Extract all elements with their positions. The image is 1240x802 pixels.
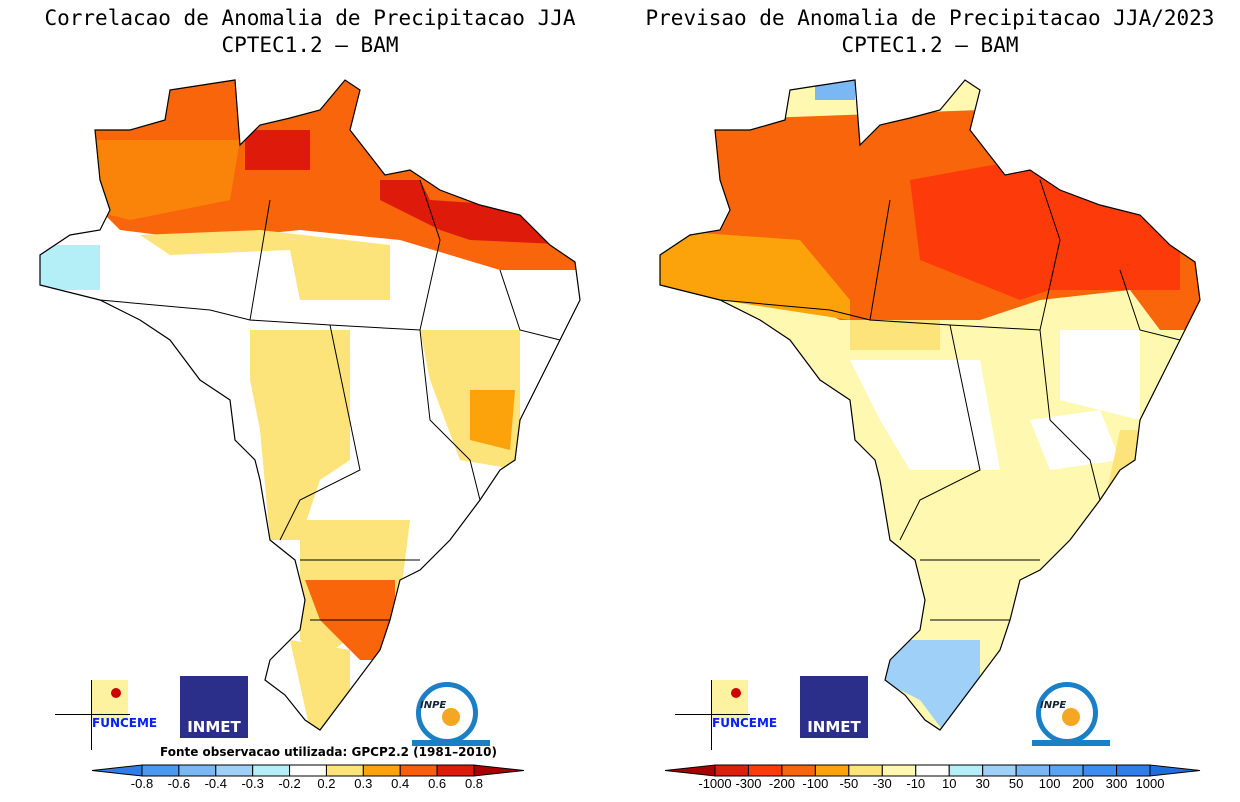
inpe-logo: INPE	[412, 678, 492, 746]
region-yellow	[850, 320, 940, 350]
colorbar-tick-label: 0.8	[464, 776, 484, 791]
colorbar-tick-label: 0.2	[317, 776, 336, 791]
colorbar-tick-label: 50	[1008, 776, 1024, 791]
inpe-logo: INPE	[1032, 678, 1112, 746]
inpe-label: INPE	[420, 700, 447, 711]
colorbar-tick-label: -0.2	[278, 776, 301, 791]
inmet-logo: INMET	[180, 676, 248, 738]
region-dark-red	[380, 180, 580, 245]
colorbar-tick-label: 100	[1038, 776, 1061, 791]
source-note: Fonte observacao utilizada: GPCP2.2 (198…	[160, 745, 497, 759]
colorbar-tick-label: -200	[768, 776, 795, 791]
forecast-panel: Previsao de Anomalia de Precipitacao JJA…	[620, 0, 1240, 802]
funceme-logo	[55, 680, 135, 750]
colorbar-tick-label: -100	[802, 776, 829, 791]
region-orange	[470, 390, 515, 450]
brazil-outline	[659, 79, 1201, 731]
brazil-outline	[39, 79, 581, 731]
colorbar-tick-label: 0.3	[354, 776, 373, 791]
colorbar-tick-label: -30	[872, 776, 892, 791]
colorbar-tick-label: 200	[1072, 776, 1094, 791]
colorbar-tick-label: -0.8	[130, 776, 154, 791]
colorbar-tick-label: -0.4	[204, 776, 227, 791]
colorbar-tick-label: -50	[839, 776, 859, 791]
colorbar-tick-label: 30	[975, 776, 990, 791]
funceme-label: FUNCEME	[712, 716, 778, 730]
region-yellow	[250, 330, 350, 540]
region-red	[910, 160, 1180, 300]
colorbar-tick-label: 10	[941, 776, 957, 791]
panel-subtitle: CPTEC1.2 – BAM	[221, 33, 399, 57]
region-white	[1060, 330, 1140, 420]
region-yellow	[140, 230, 390, 300]
inmet-logo: INMET	[800, 676, 868, 738]
region-white	[1030, 410, 1120, 470]
colorbar-tick-label: 300	[1105, 776, 1128, 791]
colorbar-tick-label: 0.4	[391, 776, 410, 791]
region-orange	[90, 140, 240, 220]
state-borders	[719, 179, 1181, 621]
correlation-panel: Correlacao de Anomalia de Precipitacao J…	[39, 6, 581, 791]
funceme-logo	[675, 680, 755, 750]
state-borders	[99, 179, 561, 621]
region-yellow	[290, 640, 350, 730]
region-cyan	[40, 245, 100, 290]
colorbar-tick-label: -300	[735, 776, 762, 791]
colorbar-tick-label: -1000	[698, 776, 732, 791]
colorbar-tick-label: -10	[906, 776, 926, 791]
colorbar-tick-label: -0.6	[167, 776, 191, 791]
colorbar-tick-label: 0.6	[428, 776, 447, 791]
correlation-map	[39, 79, 581, 731]
colorbar-tick-label: -0.3	[241, 776, 264, 791]
colorbar-tick-label: 1000	[1135, 776, 1165, 791]
region-blue-north	[815, 80, 855, 100]
funceme-label: FUNCEME	[92, 716, 158, 730]
inmet-label: INMET	[187, 718, 241, 736]
panel-title: Correlacao de Anomalia de Precipitacao J…	[44, 6, 576, 30]
panel-title: Previsao de Anomalia de Precipitacao JJA…	[645, 6, 1215, 30]
panel-subtitle: CPTEC1.2 – BAM	[841, 33, 1019, 57]
region-dark-red	[245, 130, 310, 170]
inmet-label: INMET	[807, 718, 861, 736]
inpe-label: INPE	[1040, 700, 1067, 711]
forecast-map	[659, 79, 1201, 731]
